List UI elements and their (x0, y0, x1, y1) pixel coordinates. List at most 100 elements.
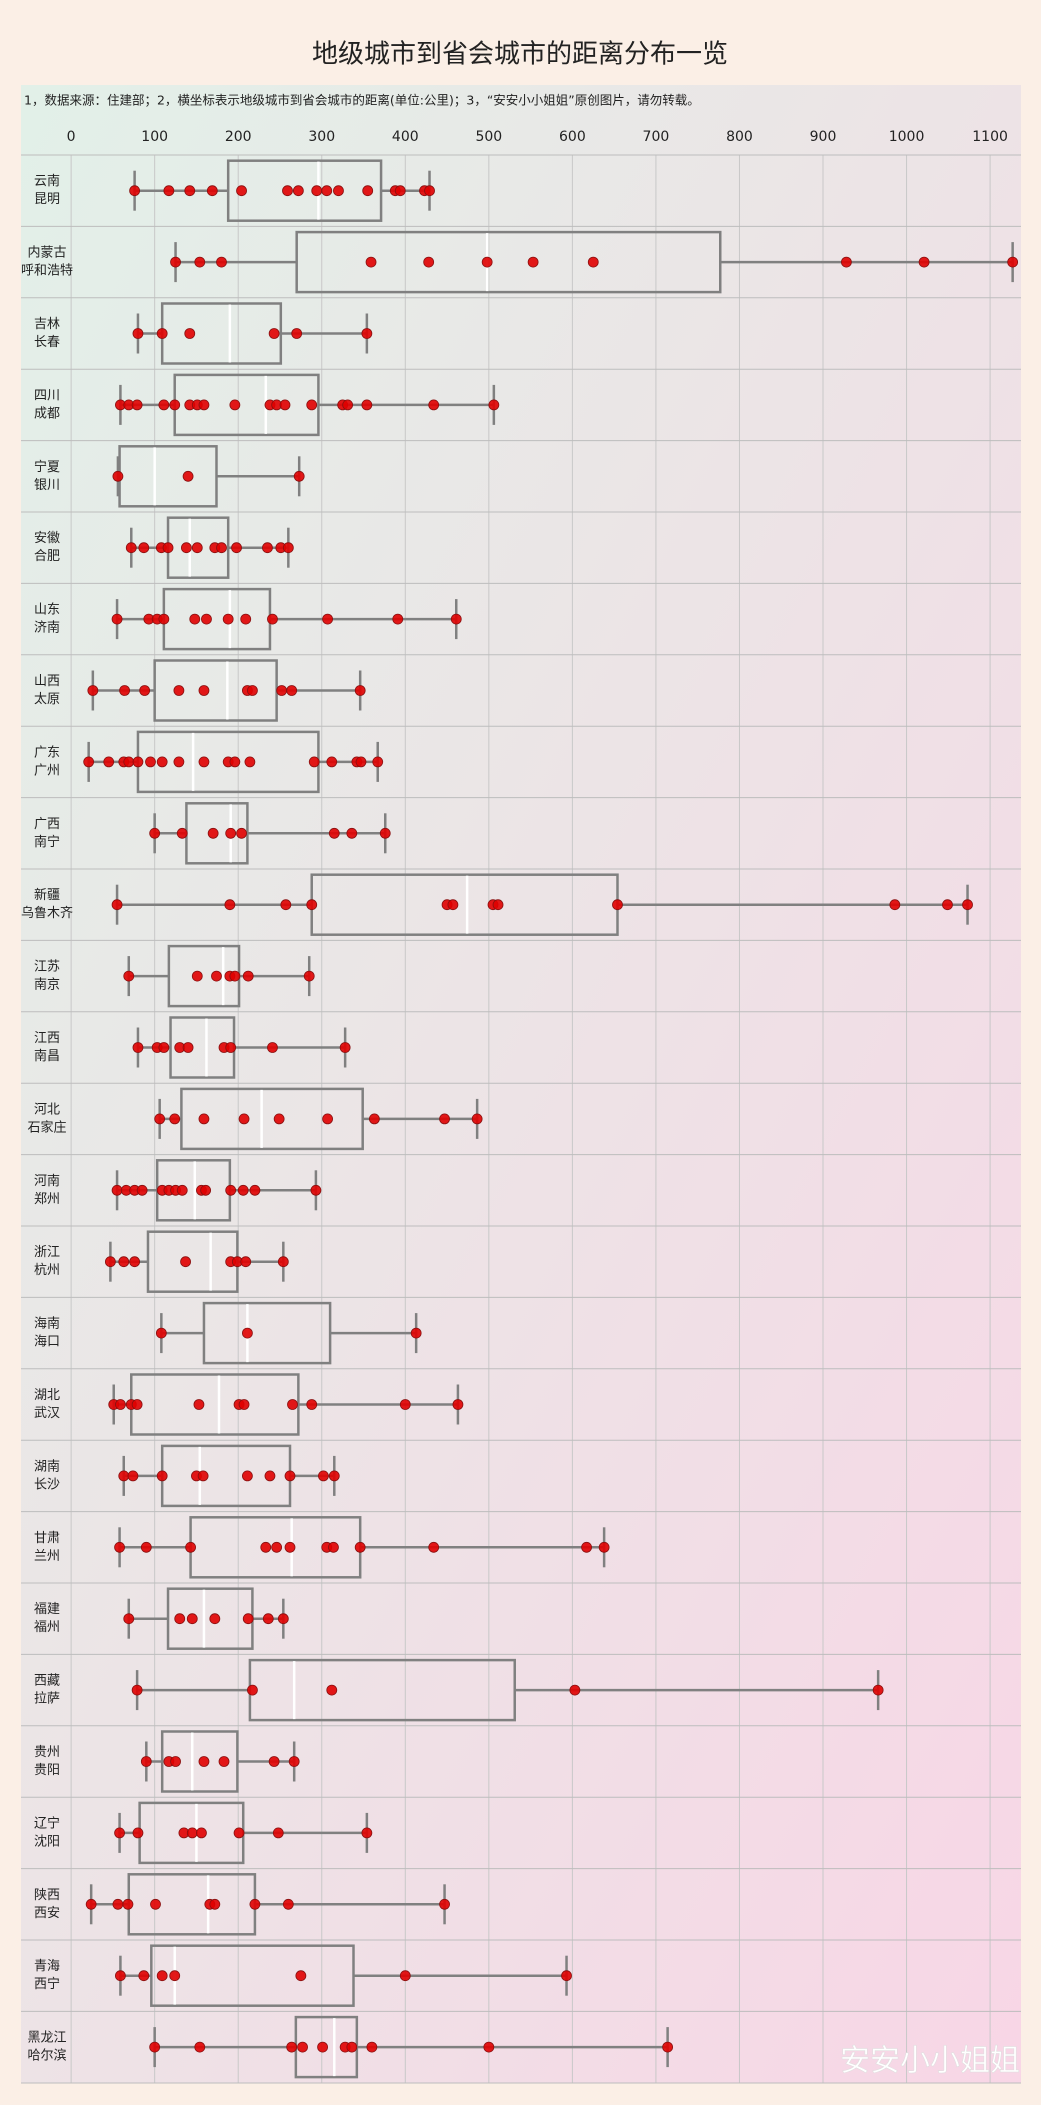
point (282, 185, 293, 197)
subtitle: 1，数据来源：住建部；2，横坐标表示地级城市到省会城市的距离(单位:公里)；3，… (24, 93, 700, 108)
point (218, 1756, 230, 1767)
category-label: 石家庄 (27, 1119, 66, 1135)
point (241, 1327, 253, 1339)
point (156, 756, 168, 768)
point (317, 2041, 328, 2053)
point (156, 328, 168, 339)
point (361, 328, 373, 339)
point (158, 399, 170, 411)
point (184, 328, 196, 339)
point (424, 185, 435, 197)
point (267, 1042, 278, 1053)
point (322, 1113, 333, 1125)
point (158, 613, 170, 625)
point (321, 185, 333, 197)
point (229, 756, 241, 768)
point (185, 1541, 196, 1553)
point (292, 185, 304, 197)
point (163, 185, 175, 197)
point (119, 685, 130, 696)
point (236, 185, 247, 197)
category-label: 西藏 (34, 1674, 60, 1689)
point (112, 470, 124, 482)
point (492, 899, 504, 911)
point (306, 399, 318, 411)
point (423, 256, 435, 268)
category-label: 兰州 (34, 1549, 60, 1564)
point (282, 1898, 294, 1910)
category-label: 山东 (34, 603, 60, 618)
x-tick-label: 900 (810, 129, 837, 145)
category-label: 西安 (34, 1906, 60, 1921)
point (115, 1399, 126, 1410)
x-tick-label: 400 (392, 129, 419, 145)
plot-area (21, 85, 1021, 2083)
point (612, 899, 623, 911)
point (198, 756, 210, 768)
category-label: 贵阳 (34, 1763, 60, 1778)
point (276, 685, 288, 696)
category-label: 南昌 (34, 1048, 60, 1064)
box (160, 1730, 239, 1793)
category-label: 哈尔滨 (27, 2048, 66, 2064)
point (176, 827, 188, 839)
point (122, 1898, 134, 1910)
point (410, 1327, 422, 1339)
point (394, 185, 406, 197)
point (247, 685, 258, 696)
point (87, 685, 99, 696)
x-tick-label: 800 (726, 129, 753, 145)
point (346, 2041, 358, 2053)
point (198, 399, 210, 411)
watermark: 安安小小姐姐 (840, 2044, 1020, 2079)
point (598, 1541, 610, 1553)
category-label: 湖北 (34, 1388, 60, 1403)
category-label: 江苏 (34, 959, 60, 975)
point (225, 827, 237, 839)
point (318, 1470, 329, 1482)
point (83, 756, 95, 768)
point (280, 899, 292, 911)
point (155, 1327, 167, 1339)
point (295, 1970, 307, 1982)
point (365, 256, 377, 268)
point (198, 685, 210, 696)
category-label: 云南 (34, 173, 60, 189)
x-tick-label: 600 (559, 129, 586, 145)
point (1007, 256, 1019, 268)
point (200, 1184, 212, 1196)
point (139, 685, 151, 696)
point (527, 256, 539, 268)
point (399, 1970, 411, 1982)
category-label: 银川 (34, 478, 60, 493)
point (268, 328, 280, 339)
point (247, 1684, 258, 1696)
point (162, 542, 174, 554)
point (193, 1399, 205, 1410)
category-label: 长沙 (34, 1477, 60, 1492)
category-label: 广东 (34, 745, 60, 760)
point (361, 1827, 373, 1839)
point (277, 1613, 289, 1625)
point (942, 899, 953, 911)
point (111, 1184, 123, 1196)
point (216, 256, 227, 268)
point (169, 1970, 181, 1982)
category-label: 青海 (34, 1959, 60, 1974)
point (233, 1827, 245, 1839)
category-label: 济南 (34, 620, 60, 636)
x-tick-label: 700 (643, 129, 670, 145)
point (198, 1113, 210, 1125)
point (191, 542, 203, 554)
point (222, 613, 234, 625)
point (237, 1184, 249, 1196)
point (284, 1541, 296, 1553)
point (136, 1184, 148, 1196)
point (428, 399, 440, 411)
box (202, 1301, 332, 1365)
x-tick-label: 0 (67, 129, 76, 145)
point (238, 1113, 250, 1125)
point (123, 756, 135, 768)
point (209, 1613, 221, 1625)
